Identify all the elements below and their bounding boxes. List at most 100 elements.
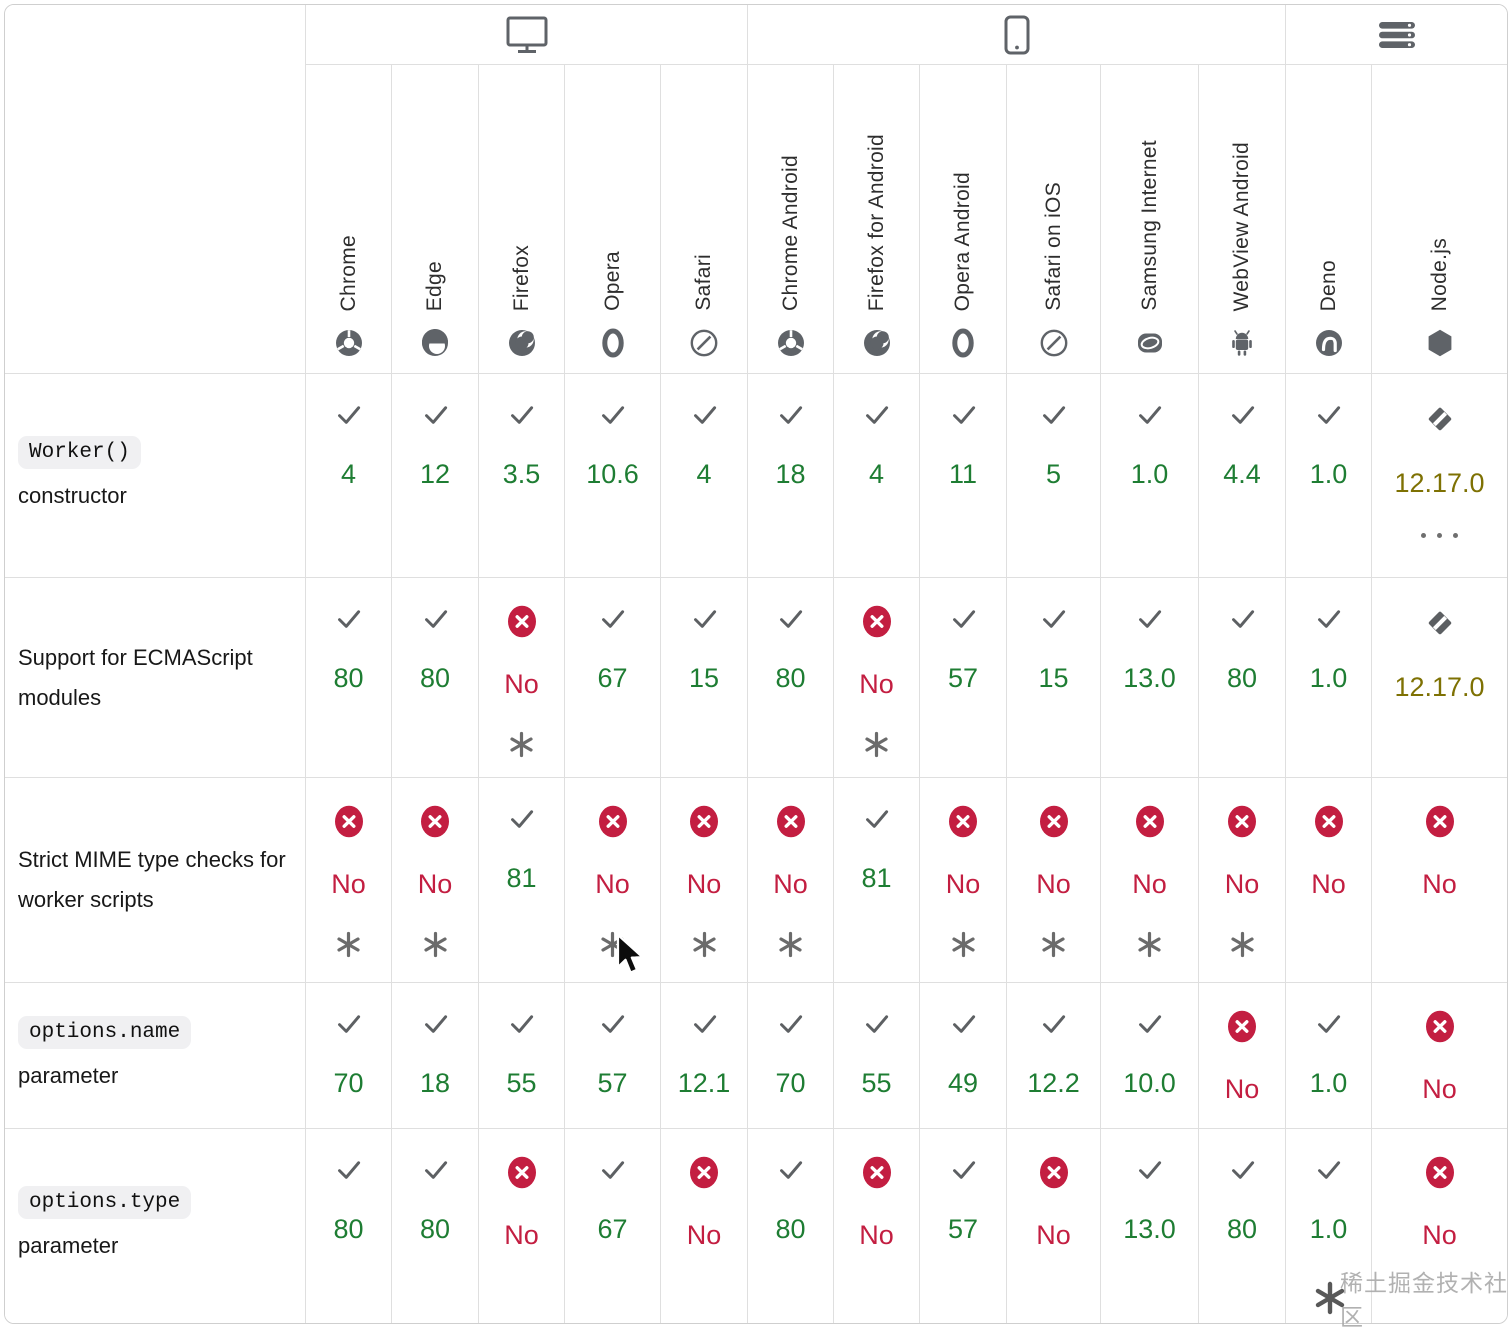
version-value: No [331,869,366,899]
compat-cell[interactable]: 81 [833,777,919,982]
check-icon [777,1010,804,1037]
asterisk-footnote-icon [599,930,626,959]
compat-cell[interactable]: 1.0 [1285,577,1371,777]
compat-cell[interactable]: 3.5 [478,373,564,577]
check-icon [422,605,449,632]
compat-cell[interactable]: No [833,577,919,777]
table-corner-cell [5,5,305,373]
compat-cell[interactable]: 70 [747,982,833,1128]
compat-cell[interactable]: 67 [564,577,660,777]
compat-cell[interactable]: No [1006,1128,1100,1323]
compat-cell[interactable]: 11 [919,373,1006,577]
compat-cell[interactable]: 80 [391,1128,478,1323]
compat-cell[interactable]: 80 [1198,577,1285,777]
compat-cell[interactable]: No [919,777,1006,982]
compat-cell[interactable]: No [660,1128,747,1323]
version-value: 1.0 [1309,1068,1348,1098]
compat-cell[interactable]: 80 [747,1128,833,1323]
column-header-opera: Opera [564,65,660,373]
version-value: No [1311,869,1346,899]
compat-cell[interactable]: No [478,577,564,777]
compat-cell[interactable]: 1.0 [1285,373,1371,577]
compat-cell[interactable]: 12.1 [660,982,747,1128]
compat-cell[interactable]: 4 [833,373,919,577]
asterisk-footnote-icon [1040,930,1067,959]
check-icon [422,1010,449,1037]
asterisk-footnote-icon [863,730,890,759]
compat-cell[interactable]: 10.0 [1100,982,1198,1128]
compat-cell[interactable]: 4 [305,373,391,577]
compat-cell[interactable]: No [660,777,747,982]
compat-cell[interactable]: No [478,1128,564,1323]
compat-cell[interactable]: No [1198,777,1285,982]
compat-cell[interactable]: 80 [1198,1128,1285,1323]
compat-cell[interactable]: 10.6 [564,373,660,577]
cross-circle-icon [1314,805,1344,838]
version-value: No [417,869,453,899]
compat-cell[interactable]: 12.2 [1006,982,1100,1128]
compat-cell[interactable]: 4 [660,373,747,577]
compat-cell[interactable]: 18 [391,982,478,1128]
version-value: 49 [947,1068,979,1098]
compat-cell[interactable]: 12 [391,373,478,577]
compat-cell[interactable]: No [1371,777,1507,982]
version-value: 13.0 [1123,1214,1176,1244]
compat-cell[interactable]: 49 [919,982,1006,1128]
compat-cell[interactable]: 55 [833,982,919,1128]
compat-cell[interactable]: 80 [305,577,391,777]
compat-cell[interactable]: No [1006,777,1100,982]
compat-cell[interactable]: 13.0 [1100,1128,1198,1323]
compat-cell[interactable]: 57 [919,1128,1006,1323]
cross-circle-icon [1227,805,1257,838]
cross-circle-icon [862,1156,892,1189]
platform-section-desktop [305,5,747,65]
compat-cell[interactable]: 80 [391,577,478,777]
version-value: 4 [696,459,712,489]
compat-cell[interactable]: No [1198,982,1285,1128]
compat-cell[interactable]: No [305,777,391,982]
version-value: 12 [419,459,451,489]
check-icon [508,805,535,832]
check-icon [422,1156,449,1183]
compat-cell[interactable]: 81 [478,777,564,982]
compat-cell[interactable]: No [1285,777,1371,982]
compat-cell[interactable]: 80 [747,577,833,777]
browser-compat-table: Chrome Edge Firefox Opera Safari Chrome Andro… [4,4,1508,1324]
compat-cell[interactable]: 70 [305,982,391,1128]
column-header-label: Safari on iOS [1041,182,1065,311]
compat-cell[interactable]: No [833,1128,919,1323]
compat-cell[interactable]: 57 [919,577,1006,777]
version-value: 55 [861,1068,892,1098]
compat-cell[interactable]: 4.4 [1198,373,1285,577]
compat-cell[interactable]: No [1100,777,1198,982]
nodejs-icon [1425,328,1455,358]
compat-cell[interactable]: 1.0 [1100,373,1198,577]
compat-cell[interactable]: No [564,777,660,982]
version-value: 11 [948,459,978,489]
feature-label-text: constructor [18,482,127,508]
version-value: 55 [506,1068,537,1098]
compat-cell[interactable]: 1.0 [1285,982,1371,1128]
compat-cell[interactable]: 12.17.0 [1371,373,1507,577]
compat-cell[interactable]: No [391,777,478,982]
compat-cell[interactable]: No [1371,1128,1507,1323]
compat-cell[interactable]: 13.0 [1100,577,1198,777]
version-value: 70 [333,1068,364,1098]
compat-cell[interactable]: 55 [478,982,564,1128]
compat-cell[interactable]: No [1371,982,1507,1128]
compat-cell[interactable]: 12.17.0 [1371,577,1507,777]
compat-cell[interactable]: 15 [660,577,747,777]
asterisk-footnote-icon [1136,930,1163,959]
compat-cell[interactable]: 67 [564,1128,660,1323]
feature-label-text: parameter [18,1233,119,1258]
safari-icon [689,328,719,358]
compat-cell[interactable]: 18 [747,373,833,577]
check-icon [508,1010,535,1037]
compat-cell[interactable]: 15 [1006,577,1100,777]
check-icon [422,401,449,428]
compat-cell[interactable]: No [747,777,833,982]
compat-cell[interactable]: 57 [564,982,660,1128]
check-icon [335,1156,362,1183]
compat-cell[interactable]: 5 [1006,373,1100,577]
compat-cell[interactable]: 80 [305,1128,391,1323]
